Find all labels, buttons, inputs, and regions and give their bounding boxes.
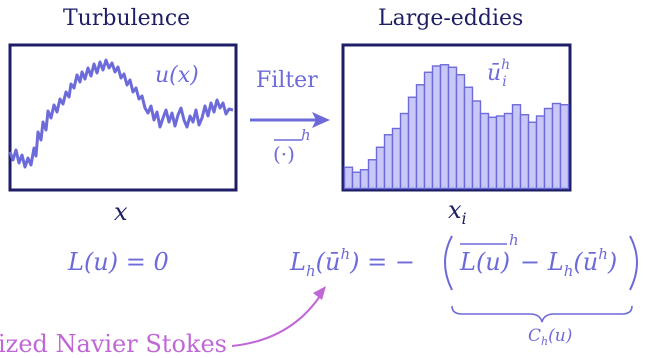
histogram-bar bbox=[383, 134, 394, 190]
turbulence-curve bbox=[8, 58, 234, 169]
histogram-bar bbox=[551, 102, 562, 190]
histogram-bar bbox=[407, 96, 418, 190]
callout-text: ized Navier Stokes bbox=[0, 330, 227, 358]
closure-term-label: Ch(u) bbox=[528, 326, 573, 348]
histogram-bar bbox=[495, 115, 506, 190]
filter-operator: (·) bbox=[273, 142, 295, 166]
filter-operator-sup: h bbox=[301, 126, 311, 144]
histogram-bar bbox=[543, 107, 554, 190]
bar-group bbox=[343, 64, 570, 190]
filter-arrow-head bbox=[312, 112, 330, 128]
turbulence-title: Turbulence bbox=[63, 6, 191, 31]
histogram-bar bbox=[415, 84, 426, 190]
underbrace bbox=[451, 305, 633, 323]
histogram-bar bbox=[439, 64, 450, 190]
histogram-bar bbox=[367, 159, 378, 190]
histogram-bar bbox=[535, 115, 546, 190]
histogram-bar bbox=[399, 112, 410, 190]
histogram-bar bbox=[559, 104, 570, 190]
diagram-canvas bbox=[8, 43, 638, 347]
large-eddies-panel bbox=[341, 43, 572, 192]
histogram-bar bbox=[351, 171, 362, 190]
histogram-bar bbox=[519, 114, 530, 190]
histogram-bar bbox=[343, 166, 354, 190]
navier-stokes-equation: L(u) = 0 bbox=[68, 248, 169, 276]
filter-label: Filter bbox=[256, 68, 318, 93]
left-paren bbox=[444, 235, 453, 291]
histogram-bar bbox=[391, 127, 402, 190]
histogram-bar bbox=[479, 112, 490, 190]
histogram-bar bbox=[455, 74, 466, 190]
histogram-bar bbox=[447, 66, 458, 190]
right-paren bbox=[629, 235, 638, 291]
xi-axis-label: xi bbox=[448, 196, 467, 228]
histogram-bar bbox=[359, 169, 370, 190]
filtered-equation: Lh(ūh) = − bbox=[290, 245, 415, 280]
histogram-bar bbox=[375, 146, 386, 190]
filtered-operator-sup: h bbox=[509, 231, 519, 249]
bar-label: ūhi bbox=[487, 57, 511, 90]
turbulence-panel bbox=[8, 43, 238, 192]
histogram-bar bbox=[527, 121, 538, 190]
large-eddies-title: Large-eddies bbox=[378, 6, 524, 31]
x-axis-label: x bbox=[114, 198, 128, 226]
histogram-bar bbox=[487, 116, 498, 190]
filtered-operator-term: L(u) bbox=[460, 248, 511, 276]
histogram-bar bbox=[463, 86, 474, 190]
histogram-bar bbox=[423, 71, 434, 190]
callout-arrow-head bbox=[313, 286, 326, 300]
histogram-bar bbox=[431, 65, 442, 190]
curve-label: u(x) bbox=[155, 63, 199, 88]
histogram-bar bbox=[471, 100, 482, 190]
histogram-bar bbox=[503, 112, 514, 190]
histogram-bar bbox=[511, 104, 522, 190]
subtracted-term: − Lh(ūh) bbox=[520, 245, 618, 280]
callout-arrow-line bbox=[231, 295, 321, 347]
